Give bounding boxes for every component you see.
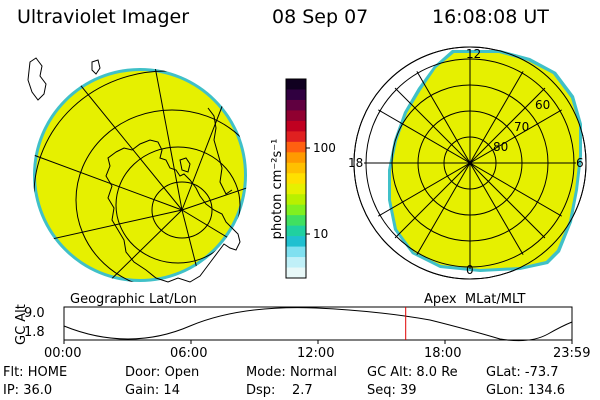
geo-panel-label: Geographic Lat/Lon (70, 292, 197, 307)
status-gc-alt: GC Alt: 8.0 Re (367, 366, 458, 379)
status-dsp: Dsp: 2.7 (246, 384, 313, 397)
polar-panel-label: Apex MLat/MLT (424, 292, 526, 307)
colorbar-segment (286, 267, 306, 279)
status-glon-label: GLon: (486, 383, 524, 398)
altitude-plot-frame (63, 306, 573, 341)
colorbar-segment (286, 99, 306, 111)
status-ip: IP: 36.0 (3, 384, 52, 397)
colorbar-segment (286, 162, 306, 174)
colorbar-segment (286, 131, 306, 143)
status-ip-value: 36.0 (23, 383, 53, 398)
polar-mlt-6: 6 (576, 156, 584, 170)
geo-coastline (27, 57, 47, 101)
altitude-ytick-top: 9.0 (24, 306, 45, 321)
status-flt-value: HOME (27, 365, 68, 380)
status-seq: Seq: 39 (367, 384, 417, 397)
colorbar-segment (286, 215, 306, 227)
status-gain-value: 14 (163, 383, 180, 398)
instrument-title: Ultraviolet Imager (17, 6, 190, 28)
status-glon: GLon: 134.6 (486, 384, 565, 397)
colorbar-segment (286, 257, 306, 269)
status-gain: Gain: 14 (125, 384, 180, 397)
status-mode-label: Mode: (246, 365, 286, 380)
colorbar-segment (286, 236, 306, 248)
status-mode-value: Normal (289, 365, 337, 380)
colorbar-segment (286, 89, 306, 101)
polar-lat-70: 70 (514, 120, 530, 134)
polar-mlt-12: 12 (466, 47, 482, 61)
status-door: Door: Open (125, 366, 199, 379)
status-seq-value: 39 (400, 383, 417, 398)
status-gain-label: Gain: (125, 383, 160, 398)
status-glat: GLat: -73.7 (486, 366, 559, 379)
colorbar-tick-label-low: 10 (313, 227, 329, 241)
colorbar-segment (286, 120, 306, 132)
altitude-ytick-bottom: 1.8 (24, 325, 45, 340)
colorbar-frame (285, 78, 307, 279)
colorbar-segment (286, 194, 306, 206)
polar-mlt-line (364, 100, 576, 226)
date-label: 08 Sep 07 (272, 6, 369, 28)
altitude-xtick-label: 00:00 (44, 346, 82, 361)
geo-meridian (33, 149, 183, 211)
status-glat-label: GLat: (486, 365, 521, 380)
geo-coastline (105, 139, 241, 283)
colorbar-segment (286, 110, 306, 122)
colorbar-tick-label-high: 100 (313, 141, 336, 155)
altitude-xtick-label: 06:00 (170, 346, 208, 361)
colorbar-segment (286, 183, 306, 195)
colorbar-segment (286, 204, 306, 216)
altitude-xtick-label: 23:59 (553, 346, 591, 361)
status-flt: Flt: HOME (3, 366, 67, 379)
colorbar-segment (286, 173, 306, 185)
status-mode: Mode: Normal (246, 366, 337, 379)
status-dsp-value: 2.7 (291, 383, 313, 398)
polar-lat-60: 60 (535, 98, 551, 112)
geo-coastline (207, 107, 233, 195)
colorbar-segment (286, 152, 306, 164)
geo-lat-circle (115, 146, 241, 264)
polar-mlt-18: 18 (348, 156, 364, 170)
status-door-label: Door: (125, 365, 161, 380)
geo-meridian (181, 209, 247, 261)
status-seq-label: Seq: (367, 383, 396, 398)
altitude-curve (63, 307, 573, 342)
geo-meridian (89, 209, 183, 282)
colorbar-label: photon cm⁻²s⁻¹ (270, 138, 285, 240)
geo-meridian (181, 209, 206, 282)
status-glat-value: -73.7 (524, 365, 559, 380)
status-glon-value: 134.6 (527, 383, 566, 398)
status-door-value: Open (164, 365, 200, 380)
geo-meridian (181, 179, 247, 211)
colorbar-segment (286, 79, 306, 90)
polar-map (353, 46, 587, 280)
polar-mlt-0: 0 (466, 263, 474, 277)
status-gc-alt-label: GC Alt: (367, 365, 413, 380)
colorbar-segment (286, 225, 306, 237)
altitude-plot (63, 306, 573, 344)
status-dsp-label: Dsp: (246, 383, 276, 398)
geo-lat-circle (151, 181, 213, 239)
status-gc-alt-value: 8.0 Re (416, 365, 458, 380)
polar-lat-80: 80 (493, 140, 509, 154)
colorbar-segment (286, 141, 306, 153)
altitude-xtick-label: 18:00 (424, 346, 462, 361)
geo-coastline (91, 59, 101, 75)
geo-lat-circle (75, 109, 247, 282)
geo-image-fill (36, 71, 244, 279)
time-label: 16:08:08 UT (432, 6, 549, 28)
colorbar-segment (286, 246, 306, 258)
geo-coastline (179, 157, 191, 173)
status-flt-label: Flt: (3, 365, 24, 380)
altitude-xtick-label: 12:00 (297, 346, 335, 361)
status-ip-label: IP: (3, 383, 20, 398)
colorbar (286, 79, 306, 279)
